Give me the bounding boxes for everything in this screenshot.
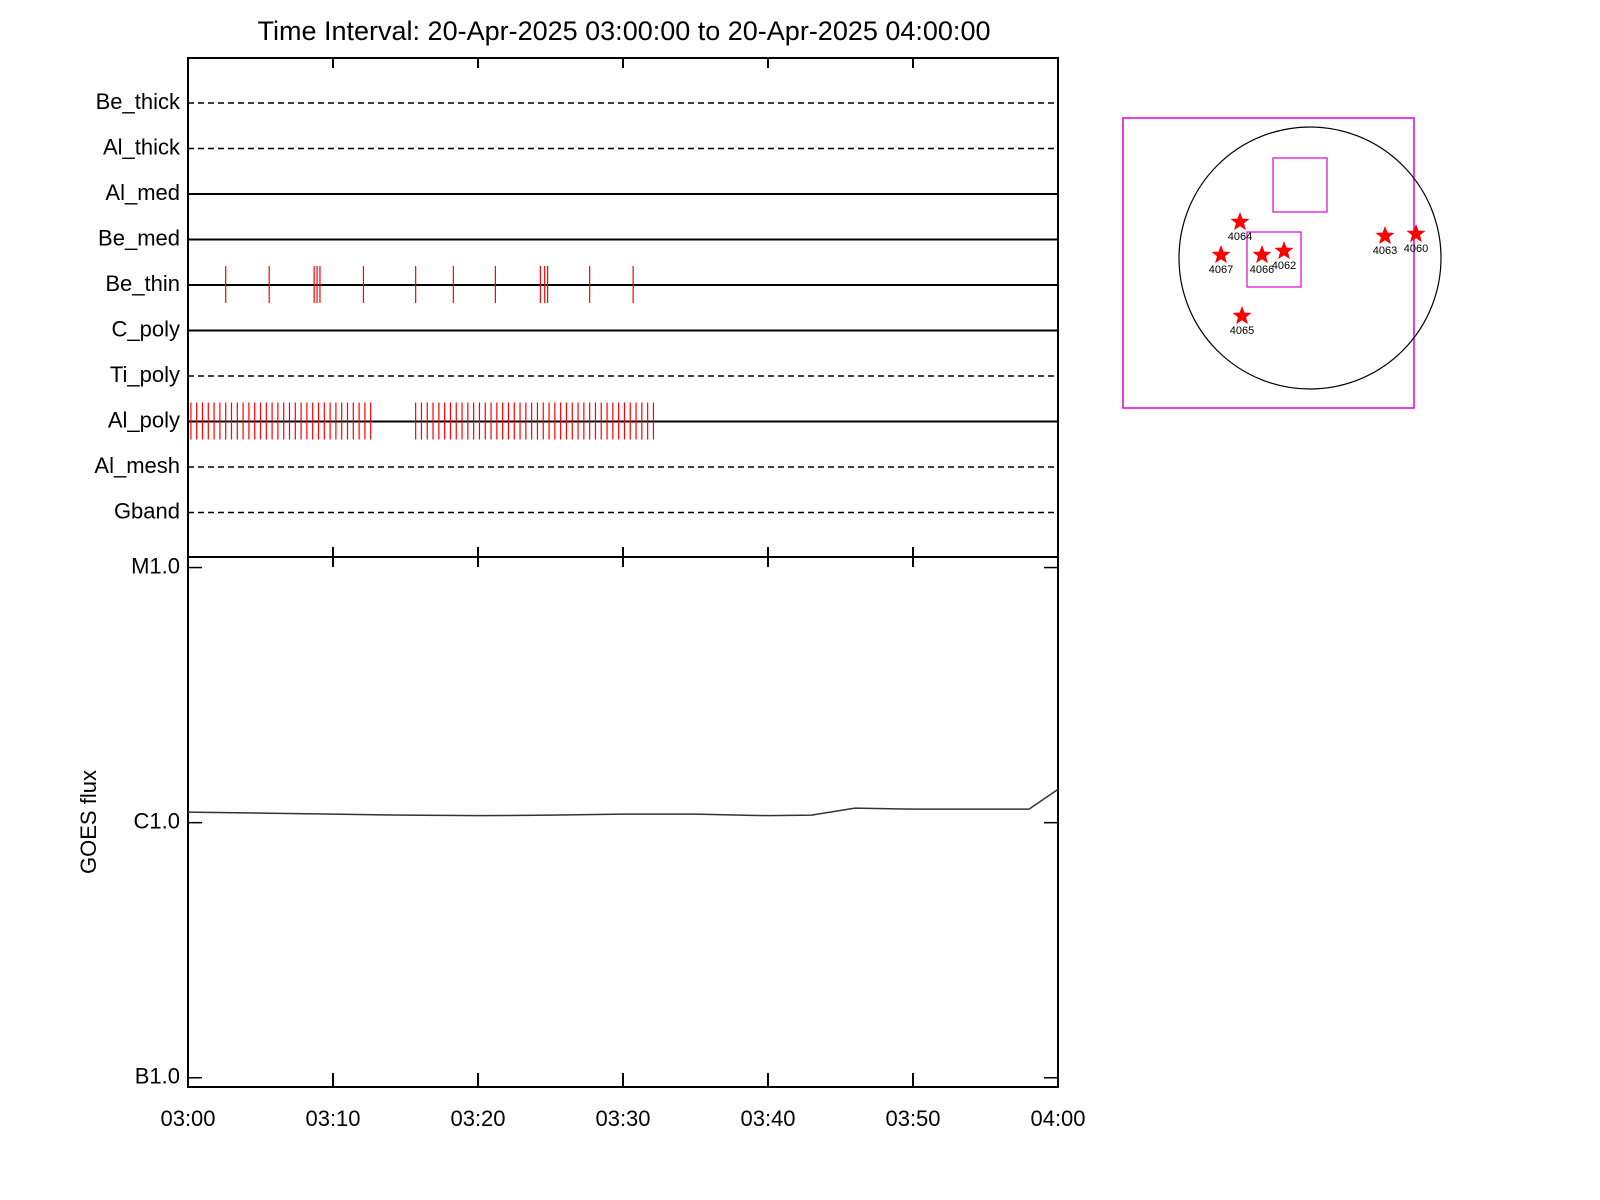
- region-label: 4060: [1404, 243, 1428, 255]
- row-label: Be_med: [98, 225, 180, 250]
- region-label: 4065: [1230, 325, 1254, 337]
- region-label: 4064: [1228, 231, 1252, 243]
- solar-disk: [1178, 126, 1442, 390]
- pointing-box: [1272, 157, 1328, 213]
- goes-curve: [187, 788, 1059, 817]
- row-label: Al_thick: [103, 134, 181, 159]
- chart-title: Time Interval: 20-Apr-2025 03:00:00 to 2…: [258, 16, 991, 46]
- x-tick-label: 03:00: [160, 1106, 215, 1131]
- pointing-box: [1246, 231, 1302, 288]
- goes-frame: [187, 556, 1059, 1088]
- y-axis-label: GOES flux: [76, 770, 101, 874]
- row-label: Ti_poly: [110, 362, 180, 387]
- region-star: [1211, 245, 1231, 264]
- region-star: [1252, 245, 1272, 264]
- row-label: Al_mesh: [94, 453, 180, 478]
- region-label: 4066: [1250, 264, 1274, 276]
- y-tick-label: C1.0: [134, 808, 180, 833]
- x-tick-label: 03:30: [595, 1106, 650, 1131]
- region-star: [1230, 212, 1250, 231]
- row-label: Al_med: [105, 180, 180, 205]
- row-label: Be_thin: [105, 271, 180, 296]
- row-label: Al_poly: [108, 407, 180, 432]
- row-label: C_poly: [112, 316, 180, 341]
- region-label: 4067: [1209, 264, 1233, 276]
- y-tick-label: M1.0: [131, 553, 180, 578]
- region-star: [1375, 226, 1395, 245]
- fov-box: [1122, 117, 1415, 409]
- y-tick-label: B1.0: [135, 1064, 180, 1089]
- region-label: 4063: [1373, 245, 1397, 257]
- x-tick-label: 03:50: [885, 1106, 940, 1131]
- x-tick-label: 04:00: [1030, 1106, 1085, 1131]
- x-tick-label: 03:10: [305, 1106, 360, 1131]
- timeline-frame: [187, 57, 1059, 558]
- region-label: 4062: [1272, 260, 1296, 272]
- row-label: Be_thick: [96, 89, 181, 114]
- row-label: Gband: [114, 498, 180, 523]
- region-star: [1274, 241, 1294, 260]
- x-tick-label: 03:40: [740, 1106, 795, 1131]
- region-star: [1232, 306, 1252, 325]
- region-star: [1406, 224, 1426, 243]
- x-tick-label: 03:20: [450, 1106, 505, 1131]
